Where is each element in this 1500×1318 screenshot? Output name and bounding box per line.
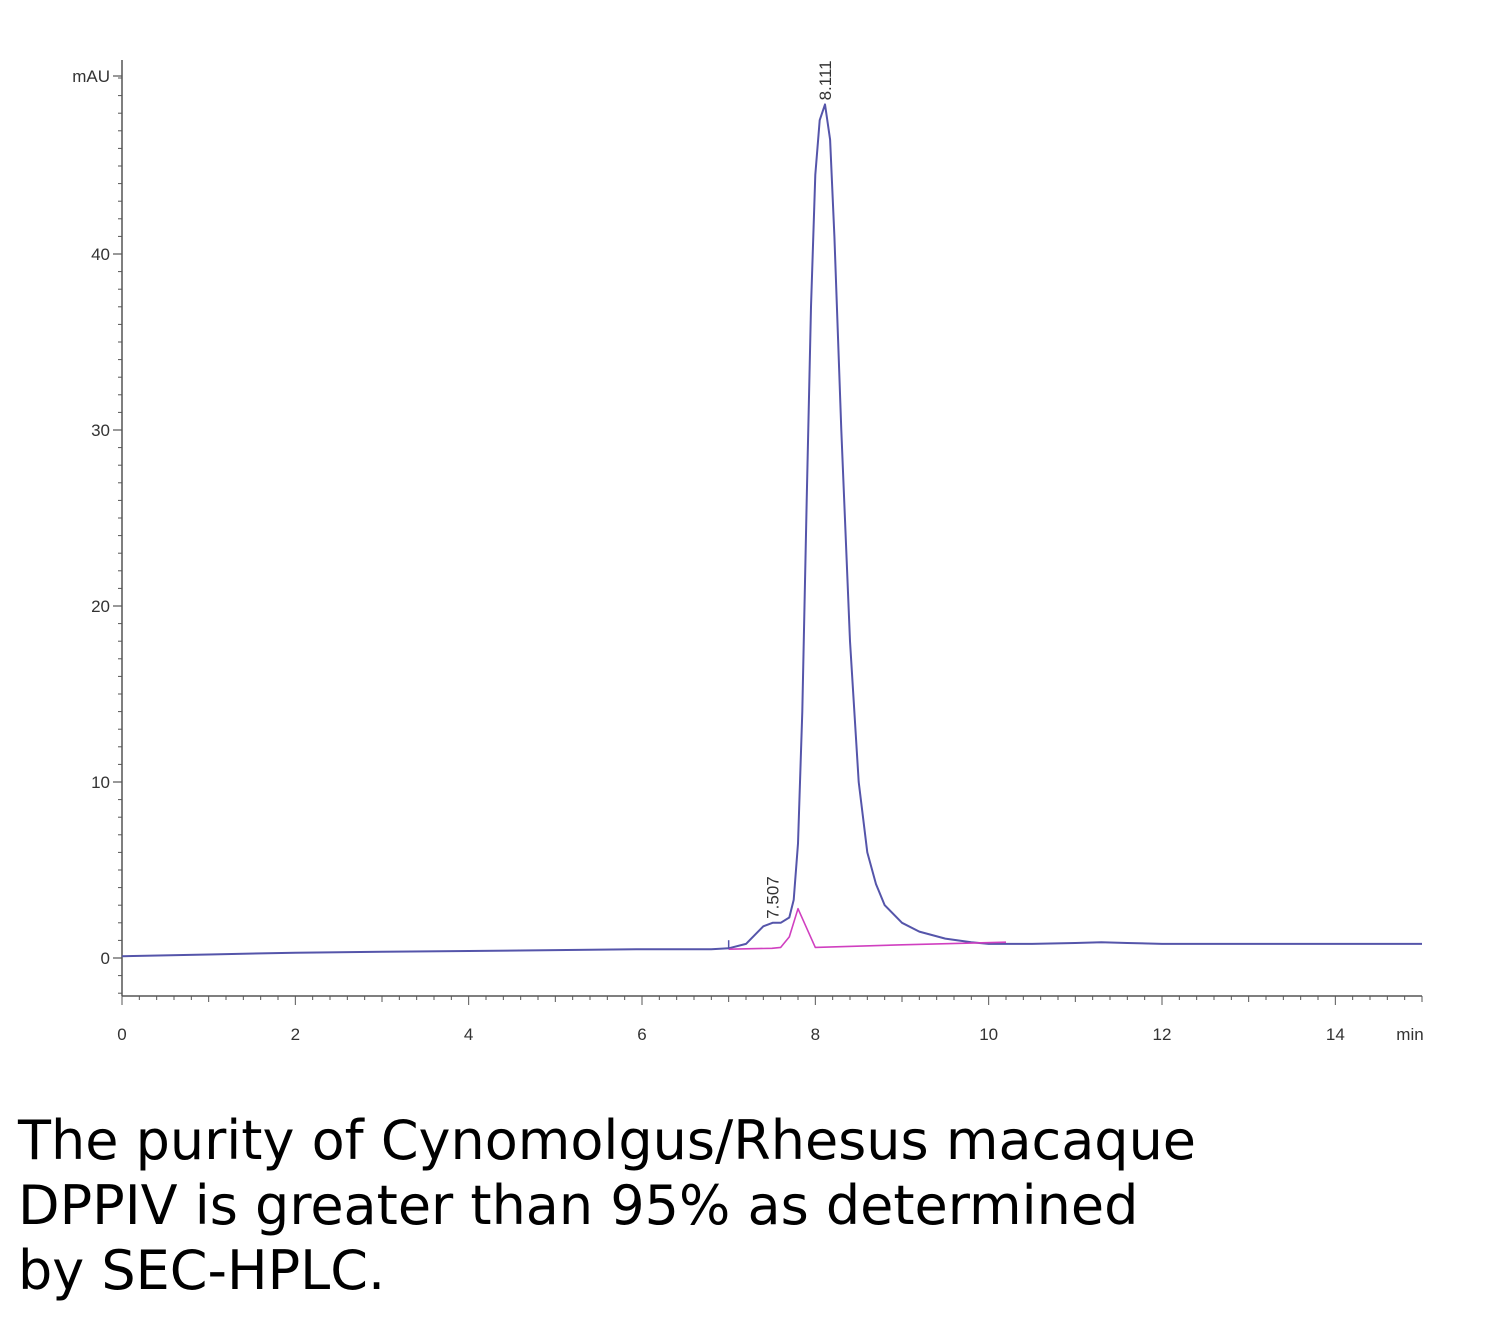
x-tick-label: 14 <box>1326 1025 1345 1044</box>
x-tick-label: 10 <box>979 1025 998 1044</box>
caption: The purity of Cynomolgus/Rhesus macaque … <box>18 1108 1478 1303</box>
series-line-1 <box>121 103 1422 958</box>
series-layer <box>121 103 1422 958</box>
series-line-2 <box>728 907 1007 950</box>
x-tick-label: 2 <box>291 1025 300 1044</box>
y-tick-label: 20 <box>91 597 110 616</box>
y-tick-label: 0 <box>101 949 110 968</box>
x-tick-label: 0 <box>117 1025 126 1044</box>
peak-labels: 7.507 8.111 <box>764 60 835 918</box>
peak-label: 7.507 <box>764 876 783 919</box>
y-tick-label: 40 <box>91 245 110 264</box>
x-tick-label: 12 <box>1153 1025 1172 1044</box>
x-tick-label: 8 <box>811 1025 820 1044</box>
x-tick-label: 6 <box>637 1025 646 1044</box>
peak-label: 8.111 <box>816 60 835 100</box>
caption-line-2: DPPIV is greater than 95% as determined <box>18 1174 1139 1237</box>
x-tick-label: 4 <box>464 1025 473 1044</box>
chromatogram-chart: 0 10 20 30 40 mAU 0 2 4 6 8 10 12 14 min 7.507 8.111 <box>72 60 1424 1044</box>
axes: 0 10 20 30 40 mAU 0 2 4 6 8 10 12 14 min <box>72 60 1424 1044</box>
y-tick-label: 30 <box>91 421 110 440</box>
caption-line-1: The purity of Cynomolgus/Rhesus macaque <box>18 1109 1197 1172</box>
caption-line-3: by SEC-HPLC. <box>18 1239 386 1302</box>
x-axis-label: min <box>1396 1025 1423 1044</box>
y-axis-label: mAU <box>72 67 110 86</box>
y-tick-label: 10 <box>91 773 110 792</box>
